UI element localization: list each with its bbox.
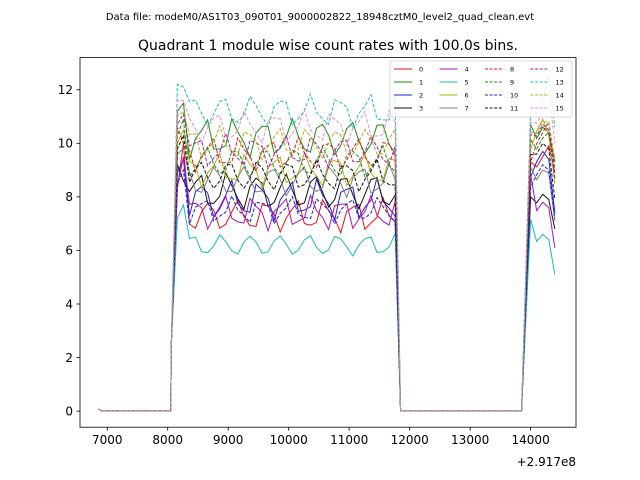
legend-label: 7	[465, 104, 469, 112]
x-tick-label: 12000	[391, 433, 429, 447]
series-line-11	[97, 133, 556, 412]
x-tick-label: 10000	[270, 433, 308, 447]
legend-label: 13	[556, 78, 564, 86]
chart-title: Quadrant 1 module wise count rates with …	[138, 38, 518, 54]
legend-box	[389, 60, 573, 118]
legend-label: 9	[510, 78, 514, 86]
legend-label: 14	[556, 91, 564, 99]
series-line-8	[97, 120, 556, 412]
series-line-14	[97, 110, 556, 412]
legend-label: 4	[465, 65, 469, 73]
x-tick-label: 9000	[213, 433, 244, 447]
legend-label: 6	[465, 91, 469, 99]
series-line-13	[97, 76, 556, 412]
x-tick-label: 7000	[92, 433, 123, 447]
y-tick-label: 6	[65, 244, 73, 258]
legend-label: 5	[465, 78, 469, 86]
legend-label: 15	[556, 104, 564, 112]
x-tick-label: 11000	[330, 433, 368, 447]
x-tick-label: 14000	[512, 433, 550, 447]
legend-label: 1	[419, 78, 423, 86]
legend-label: 2	[419, 91, 423, 99]
series-line-9	[97, 119, 556, 412]
y-tick-label: 10	[58, 137, 73, 151]
x-tick-label: 8000	[152, 433, 183, 447]
x-tick-label: 13000	[451, 433, 489, 447]
y-tick-label: 12	[58, 83, 73, 97]
x-offset-label: +2.917e8	[517, 455, 576, 469]
series-line-15	[97, 92, 556, 412]
legend-label: 0	[419, 65, 423, 73]
axes-frame	[79, 57, 577, 428]
plot-lines	[97, 76, 556, 412]
y-tick-label: 2	[65, 351, 73, 365]
legend-label: 12	[556, 65, 564, 73]
y-tick-label: 4	[65, 297, 73, 311]
legend-label: 3	[419, 104, 423, 112]
legend-label: 11	[510, 104, 518, 112]
y-tick-label: 0	[65, 404, 73, 418]
suptitle: Data file: modeM0/AS1T03_090T01_90000028…	[106, 12, 534, 23]
series-line-10	[97, 163, 556, 412]
legend-label: 8	[510, 65, 514, 73]
y-axis: 0 2 4 6 8 10 12	[58, 83, 80, 418]
x-axis: 7000 8000 9000 10000 11000 12000 13000 14000	[92, 427, 550, 447]
legend-label: 10	[510, 91, 518, 99]
y-tick-label: 8	[65, 190, 73, 204]
